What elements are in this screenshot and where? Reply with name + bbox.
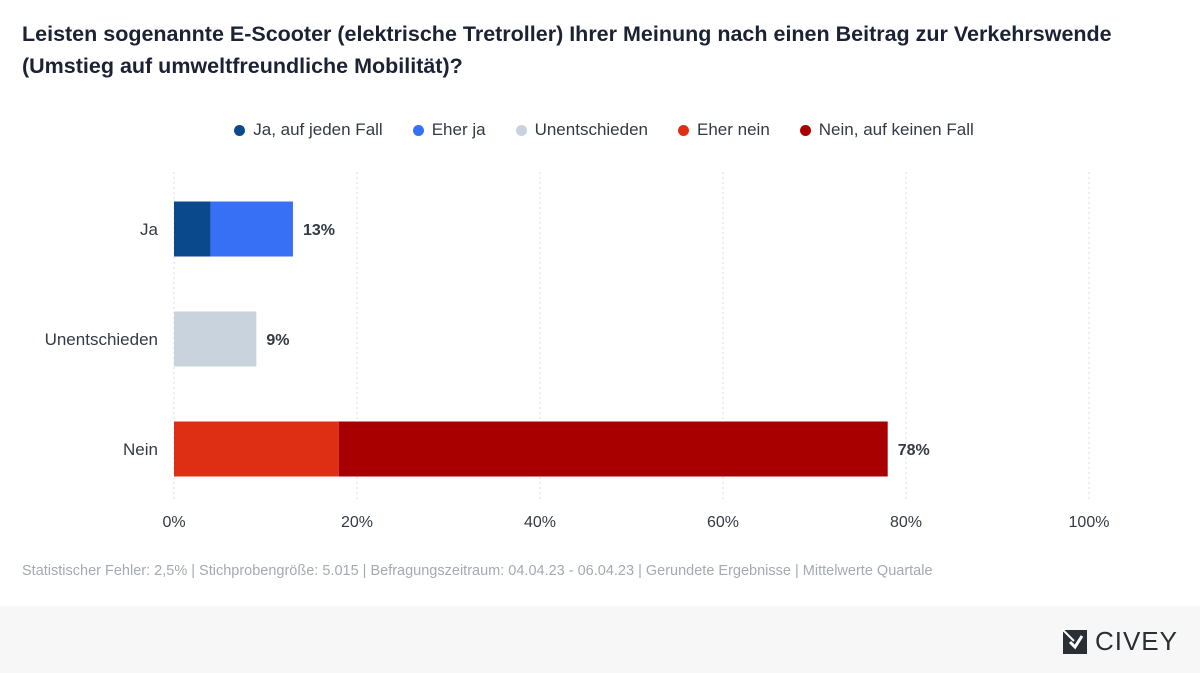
legend-label: Ja, auf jeden Fall — [253, 120, 383, 139]
x-tick-label: 20% — [341, 514, 373, 531]
legend-label: Nein, auf keinen Fall — [818, 120, 974, 139]
bar-segment — [174, 201, 211, 257]
legend-dot — [234, 124, 246, 136]
brand-logo: CIVEY — [1061, 626, 1178, 657]
category-label: Ja — [140, 220, 159, 239]
x-tick-label: 40% — [524, 514, 556, 531]
chart-title: Leisten sogenannte E-Scooter (elektrisch… — [22, 22, 1112, 78]
legend-dot — [515, 124, 527, 136]
bar-segment — [210, 201, 293, 257]
legend-item-eher-nein: Eher nein — [678, 118, 770, 142]
bar-segment — [174, 311, 257, 367]
x-tick-label: 80% — [890, 514, 922, 531]
x-tick-label: 0% — [162, 514, 185, 531]
civey-logo-icon — [1062, 628, 1087, 654]
legend-label: Unentschieden — [534, 120, 648, 139]
chart-legend: Ja, auf jeden Fall Eher ja Unentschieden… — [0, 118, 1200, 142]
data-label: 13% — [303, 222, 335, 239]
bar-segment — [338, 421, 888, 477]
data-label: 9% — [266, 332, 289, 349]
brand-name: CIVEY — [1094, 626, 1178, 656]
legend-item-nein-auf-keinen-fall: Nein, auf keinen Fall — [799, 118, 974, 142]
legend-label: Eher ja — [431, 120, 486, 139]
legend-label: Eher nein — [697, 120, 770, 139]
legend-item-eher-ja: Eher ja — [412, 118, 486, 142]
data-label: 78% — [898, 442, 930, 459]
category-label: Unentschieden — [45, 330, 158, 349]
x-tick-label: 100% — [1069, 514, 1110, 531]
legend-dot — [799, 124, 811, 136]
legend-item-unentschieden: Unentschieden — [515, 118, 648, 142]
x-tick-label: 60% — [707, 514, 739, 531]
bar-segment — [174, 421, 339, 477]
footer-band: CIVEY — [0, 606, 1200, 673]
stacked-bar-chart: 0% 20% 40% 60% 80% 100% Ja 13% Unentschieden 9% Ne… — [45, 172, 1110, 531]
footnote: Statistischer Fehler: 2,5% | Stichproben… — [22, 563, 933, 579]
category-label: Nein — [123, 440, 158, 459]
legend-dot — [678, 124, 689, 136]
legend-item-ja-auf-jeden-fall: Ja, auf jeden Fall — [234, 118, 383, 142]
legend-dot — [412, 124, 424, 136]
